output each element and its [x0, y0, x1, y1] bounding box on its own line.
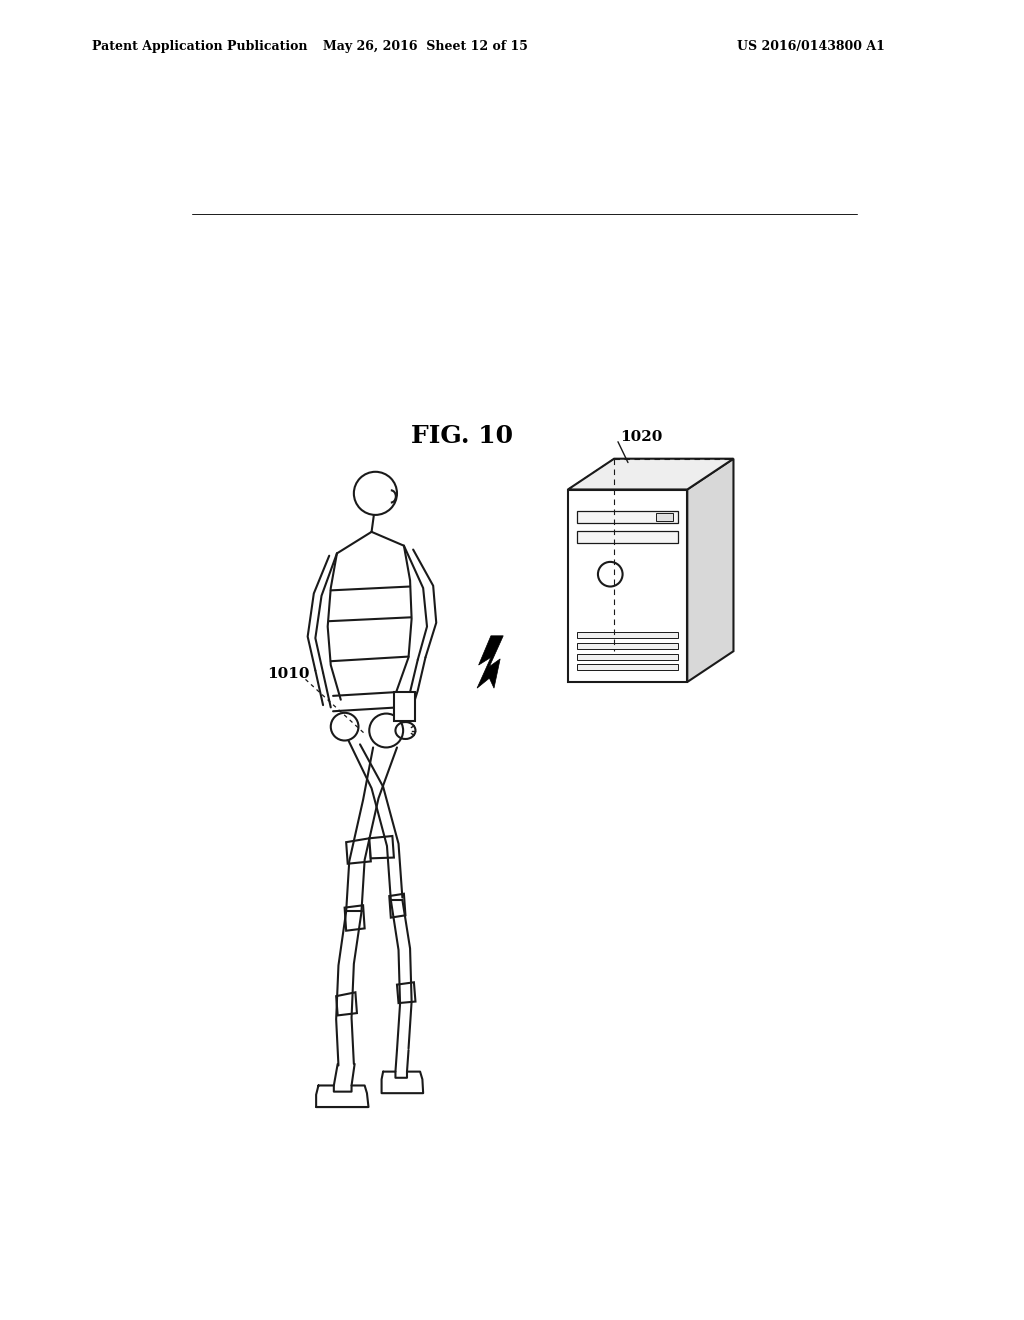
Polygon shape [477, 636, 503, 688]
Bar [578, 531, 678, 544]
Text: 1010: 1010 [267, 668, 310, 681]
Bar [578, 664, 678, 671]
Bar [578, 643, 678, 649]
Polygon shape [336, 993, 357, 1015]
Text: 1020: 1020 [621, 430, 663, 444]
Polygon shape [397, 982, 416, 1003]
Polygon shape [389, 894, 406, 917]
Polygon shape [345, 906, 365, 931]
Bar [397, 696, 413, 708]
Polygon shape [346, 838, 371, 863]
Bar [578, 653, 678, 660]
Text: Patent Application Publication: Patent Application Publication [92, 40, 307, 53]
Polygon shape [568, 490, 687, 682]
Text: May 26, 2016  Sheet 12 of 15: May 26, 2016 Sheet 12 of 15 [323, 40, 527, 53]
Polygon shape [687, 459, 733, 682]
Bar [394, 692, 416, 721]
Polygon shape [370, 836, 394, 858]
Text: US 2016/0143800 A1: US 2016/0143800 A1 [737, 40, 885, 53]
Polygon shape [568, 459, 733, 490]
Bar [578, 511, 678, 524]
Bar [578, 632, 678, 638]
Bar [656, 513, 674, 521]
Text: FIG. 10: FIG. 10 [411, 424, 513, 447]
